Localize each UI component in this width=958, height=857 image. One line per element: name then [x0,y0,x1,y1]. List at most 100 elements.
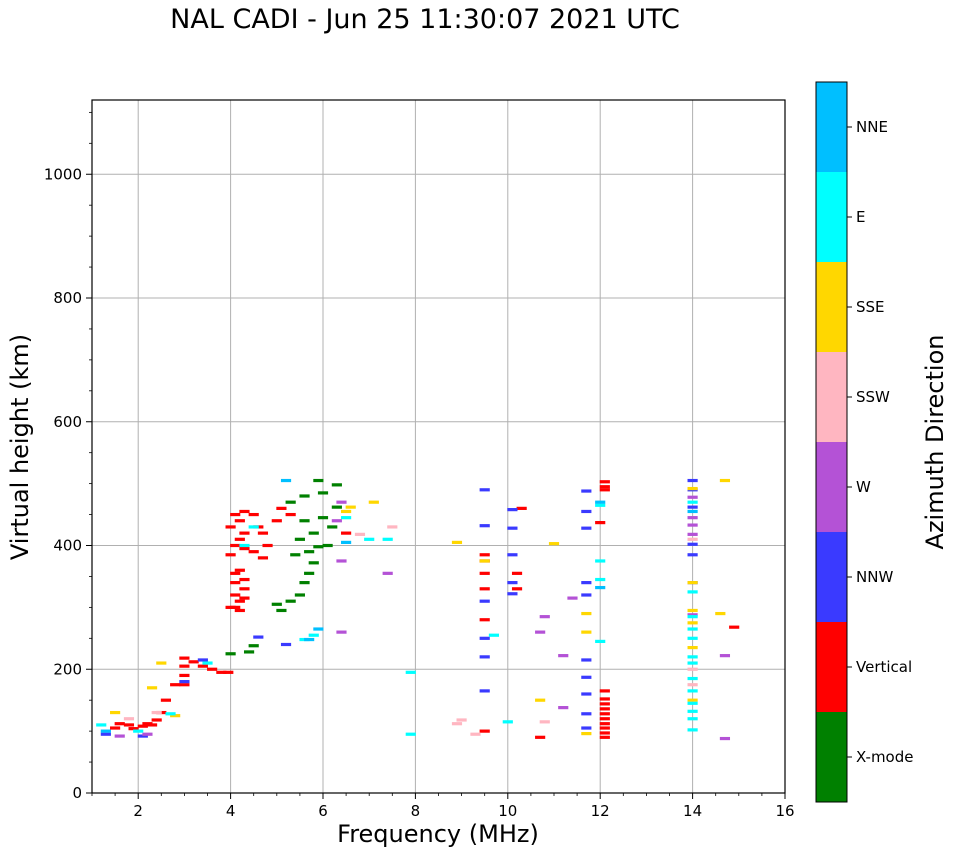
series-w [114,495,731,741]
data-point [599,697,610,701]
data-point [276,608,287,613]
y-tick-label: 1000 [44,165,82,183]
colorbar-segment [816,352,847,442]
data-point [451,540,463,545]
data-point [382,571,393,575]
data-point [687,509,698,514]
data-point [304,550,315,554]
data-point [595,639,606,644]
data-point [110,710,121,715]
data-point [170,714,181,718]
grid-lines [92,100,785,793]
series-nne [100,478,698,733]
data-point [687,667,698,671]
data-point [170,683,181,687]
data-point [345,505,356,509]
data-point [687,608,698,613]
data-point [687,553,698,557]
data-point [599,722,610,726]
data-point [317,491,329,495]
axis-ticks: 2 4 6 8 10 12 14 16 0 200 400 600 800 1000 [44,111,795,820]
data-point [567,596,578,600]
data-point [248,525,259,529]
data-point [479,488,490,492]
data-point [179,656,190,660]
data-point [179,683,190,687]
plot-frame [91,99,786,794]
x-tick-label: 4 [226,802,236,820]
data-point [341,509,352,514]
data-point [257,531,269,535]
data-point [382,537,393,541]
data-point [239,509,250,514]
data-point [197,664,208,668]
data-point [230,593,241,597]
data-point [479,599,490,603]
data-point [516,506,527,510]
x-axis-label: Frequency (MHz) [337,820,539,848]
data-point [687,532,698,536]
data-point [248,644,259,648]
data-point [308,561,319,565]
data-point [331,519,342,523]
data-point [313,478,324,483]
x-tick-label: 8 [411,802,421,820]
data-point [341,540,352,545]
data-point [304,571,315,575]
data-point [368,500,379,504]
data-point [451,722,463,726]
data-point [581,593,592,597]
data-point [262,543,273,548]
data-point [687,478,698,483]
data-point [687,627,698,631]
data-point [719,736,731,741]
colorbar-label: Azimuth Direction [921,335,949,550]
data-point [558,706,569,710]
data-point [511,587,523,591]
data-point [687,500,698,504]
y-axis-label: Virtual height (km) [6,334,34,560]
data-point [535,698,546,702]
data-point [595,500,606,504]
colorbar-tick-label: Vertical [856,658,912,676]
data-point [599,702,610,706]
data-point [354,532,366,536]
data-point [535,735,546,739]
data-point [599,731,610,735]
data-point [96,723,107,727]
data-point [294,593,305,597]
data-point [234,608,245,613]
data-point [507,508,518,512]
data-point [470,732,481,736]
colorbar-frame [815,81,848,803]
data-point [179,673,190,678]
data-point [160,698,172,702]
data-point [687,728,698,732]
data-point [179,680,190,684]
data-point [317,516,329,520]
data-point [341,516,352,520]
data-point [687,676,698,681]
data-point [313,627,324,631]
data-point [336,559,347,563]
data-point [479,587,490,591]
data-point [687,655,698,659]
data-point [290,553,301,557]
data-point [502,720,513,724]
y-tick-label: 600 [53,413,82,431]
data-point [687,698,698,702]
colorbar: X-mode Vertical NNW W SSW SSE E NNE [815,81,913,803]
data-point [687,542,698,546]
data-point [729,625,740,629]
data-point [313,545,324,549]
series-vertical [110,480,740,739]
colorbar-tick-label: X-mode [856,748,913,766]
data-point [234,568,245,572]
data-point [687,537,698,541]
data-point [558,654,569,658]
colorbar-segment [816,622,847,712]
data-point [331,483,342,487]
data-point [276,506,287,510]
data-point [687,661,698,665]
data-point [599,717,610,721]
